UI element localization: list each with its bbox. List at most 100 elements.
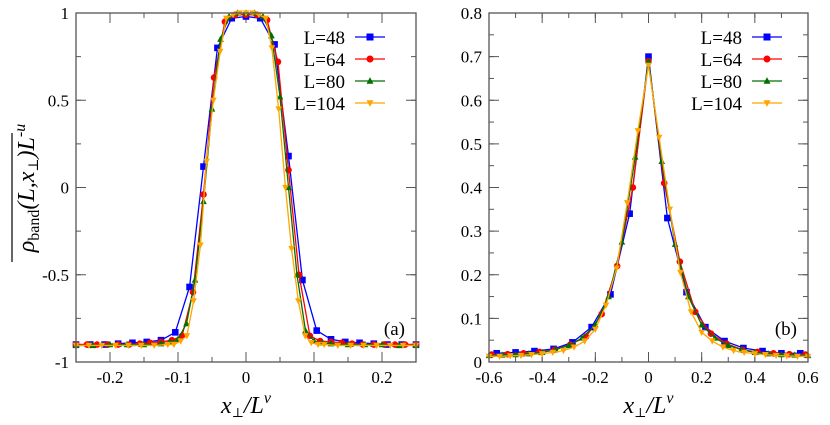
series-line — [491, 60, 806, 356]
marker-square — [493, 349, 501, 357]
marker-triangle-down — [655, 134, 663, 141]
legend-label: L=80 — [304, 72, 345, 93]
marker-triangle-up — [763, 77, 771, 84]
marker-square — [299, 276, 306, 284]
marker-triangle-down — [528, 351, 535, 359]
marker-square — [186, 283, 193, 291]
x-tick-label: 0 — [644, 368, 653, 387]
x-tick-label: 0.1 — [303, 368, 324, 387]
legend-label: L=48 — [701, 28, 742, 49]
y-tick-label: 0 — [61, 179, 70, 198]
x-axis-label: x⊥/Lv — [622, 390, 674, 420]
series-line — [489, 65, 808, 357]
y-tick-label: 0.3 — [461, 222, 482, 241]
marker-triangle-down — [623, 200, 631, 207]
marker-triangle-down — [229, 12, 237, 19]
y-tick-label: -0.5 — [42, 266, 69, 285]
x-label-part: ⊥ — [634, 405, 646, 420]
marker-triangle-down — [255, 12, 263, 19]
series-line — [488, 60, 809, 357]
marker-triangle-down — [295, 298, 302, 305]
marker-square — [645, 53, 652, 60]
marker-triangle-down — [268, 45, 276, 52]
marker-square — [366, 33, 374, 41]
series-line — [76, 12, 416, 347]
marker-triangle-down — [645, 62, 652, 69]
marker-triangle-down — [164, 341, 172, 349]
y-tick-label: 0 — [474, 353, 483, 372]
marker-circle — [366, 55, 374, 63]
y-tick-label: 0.6 — [461, 91, 482, 110]
marker-triangle-down — [183, 333, 191, 340]
marker-triangle-up — [183, 319, 190, 327]
marker-triangle-down — [751, 351, 759, 358]
marker-triangle-up — [645, 57, 652, 64]
ylabel-args: (L,x — [14, 171, 40, 209]
series-line — [76, 12, 416, 347]
x-tick-label: -0.2 — [582, 368, 609, 387]
marker-triangle-down — [506, 353, 514, 360]
marker-triangle-down — [517, 352, 525, 360]
y-tick-label: 0.8 — [461, 4, 482, 23]
marker-triangle-down — [602, 302, 610, 309]
series-l-104 — [485, 62, 812, 360]
y-tick-label: 0.5 — [461, 135, 482, 154]
marker-triangle-down — [373, 342, 380, 350]
marker-square — [285, 152, 292, 160]
marker-triangle-down — [307, 340, 315, 347]
marker-triangle-down — [98, 342, 106, 350]
marker-square — [588, 323, 595, 331]
marker-triangle-down — [275, 106, 282, 113]
marker-triangle-down — [772, 352, 780, 360]
marker-square — [796, 349, 804, 357]
marker-square — [200, 163, 207, 170]
marker-square — [531, 347, 538, 355]
y-axis-label: ρband(L,x⊥)L-u — [12, 124, 43, 253]
y-tick-label: 0.2 — [461, 266, 482, 285]
panel-label: (a) — [384, 319, 405, 340]
x-label-part: ⊥ — [232, 405, 244, 420]
marker-triangle-down — [210, 97, 217, 104]
marker-triangle-down — [85, 342, 93, 350]
marker-triangle-down — [366, 100, 374, 107]
y-tick-label: 0.7 — [461, 48, 483, 67]
marker-triangle-down — [222, 15, 230, 22]
marker-triangle-down — [399, 342, 407, 350]
series-line — [496, 56, 801, 354]
marker-triangle-down — [549, 349, 557, 357]
x-label-part: /L — [242, 393, 264, 419]
marker-triangle-up — [366, 77, 374, 84]
marker-triangle-down — [740, 349, 748, 357]
marker-triangle-down — [570, 344, 578, 351]
marker-triangle-down — [613, 265, 620, 272]
series-line — [76, 14, 416, 346]
series-l-64 — [72, 11, 420, 348]
marker-triangle-down — [112, 342, 119, 350]
marker-triangle-down — [314, 341, 322, 349]
ylabel-sub: band — [26, 210, 43, 241]
marker-square — [721, 337, 728, 345]
x-tick-label: -0.4 — [529, 368, 556, 387]
marker-triangle-down — [216, 48, 224, 56]
plot-frame — [75, 12, 417, 363]
marker-triangle-down — [763, 100, 771, 107]
legend-label: L=104 — [294, 94, 345, 115]
marker-triangle-down — [698, 329, 705, 336]
panel-b: -0.6 -0.4 -0.2 0 0.2 0.4 0.6 0 0.1 0.2 0.3 0.4 0.5 0.… — [461, 4, 819, 420]
legend-label: L=80 — [701, 72, 742, 93]
y-tick-label: 0.1 — [461, 309, 482, 328]
x-tick-label: -0.6 — [476, 368, 503, 387]
marker-square — [626, 210, 633, 217]
marker-triangle-down — [709, 338, 716, 345]
x-axis-label: x⊥/Lv — [220, 390, 272, 420]
x-tick-label: 0.4 — [744, 368, 766, 387]
marker-triangle-down — [634, 128, 642, 135]
y-tick-label: 1 — [61, 4, 70, 23]
marker-triangle-down — [288, 245, 295, 253]
x-label-part: x — [220, 393, 232, 419]
marker-triangle-down — [262, 15, 270, 22]
marker-triangle-down — [301, 333, 309, 340]
marker-triangle-down — [190, 298, 197, 305]
x-label-part: /L — [644, 393, 666, 419]
marker-square — [341, 338, 349, 346]
